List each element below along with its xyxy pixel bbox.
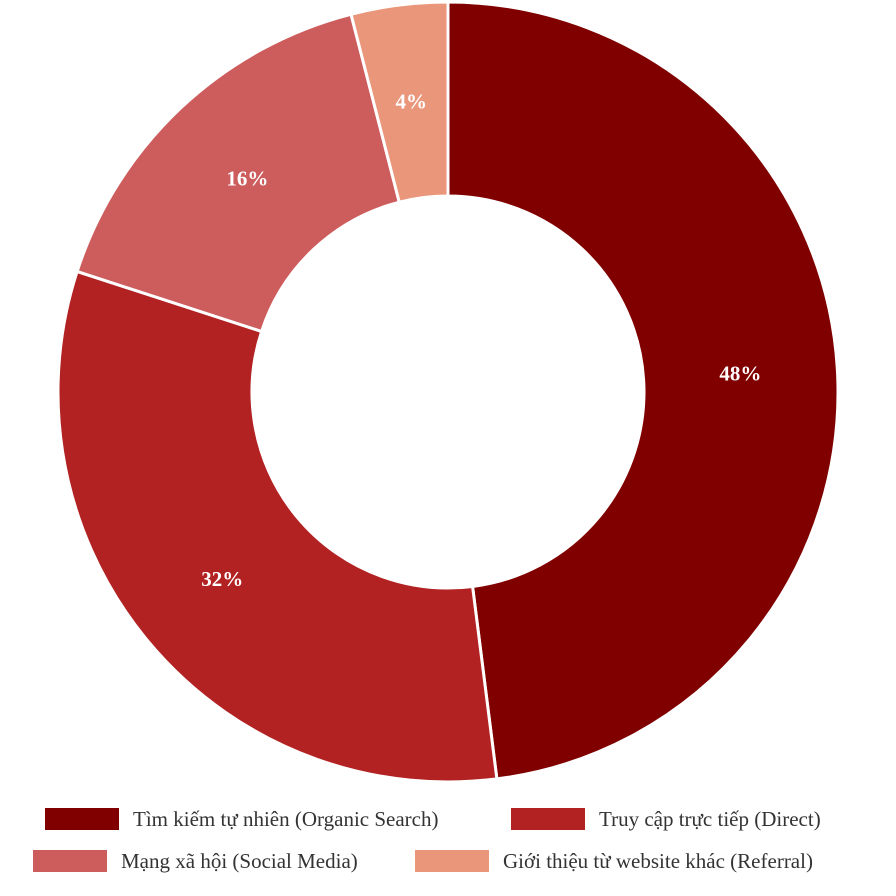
legend-swatch-2 (511, 808, 585, 830)
legend-swatch-4 (415, 850, 489, 872)
data-label-3: 16% (226, 166, 268, 190)
legend-label-4: Giới thiệu từ website khác (Referral) (503, 849, 813, 873)
donut-slice-4 (349, 0, 450, 204)
legend-item-1: Tìm kiếm tự nhiên (Organic Search) (45, 807, 438, 831)
donut-slices (56, 0, 840, 784)
data-label-1: 48% (719, 362, 761, 386)
donut-data-labels: 48% 32% 16% 4% (201, 89, 761, 590)
legend-item-4: Giới thiệu từ website khác (Referral) (415, 849, 813, 873)
donut-slice-1 (446, 0, 840, 781)
data-label-4: 4% (396, 89, 428, 113)
donut-slice-3 (75, 12, 402, 334)
legend: Tìm kiếm tự nhiên (Organic Search) Truy c… (33, 807, 821, 873)
legend-swatch-3 (33, 850, 107, 872)
legend-label-2: Truy cập trực tiếp (Direct) (599, 807, 821, 831)
legend-swatch-1 (45, 808, 119, 830)
legend-item-2: Truy cập trực tiếp (Direct) (511, 807, 821, 831)
legend-label-1: Tìm kiếm tự nhiên (Organic Search) (133, 807, 438, 831)
donut-slice-2 (56, 269, 499, 784)
legend-item-3: Mạng xã hội (Social Media) (33, 849, 358, 873)
data-label-2: 32% (201, 567, 243, 591)
legend-label-3: Mạng xã hội (Social Media) (121, 849, 358, 873)
